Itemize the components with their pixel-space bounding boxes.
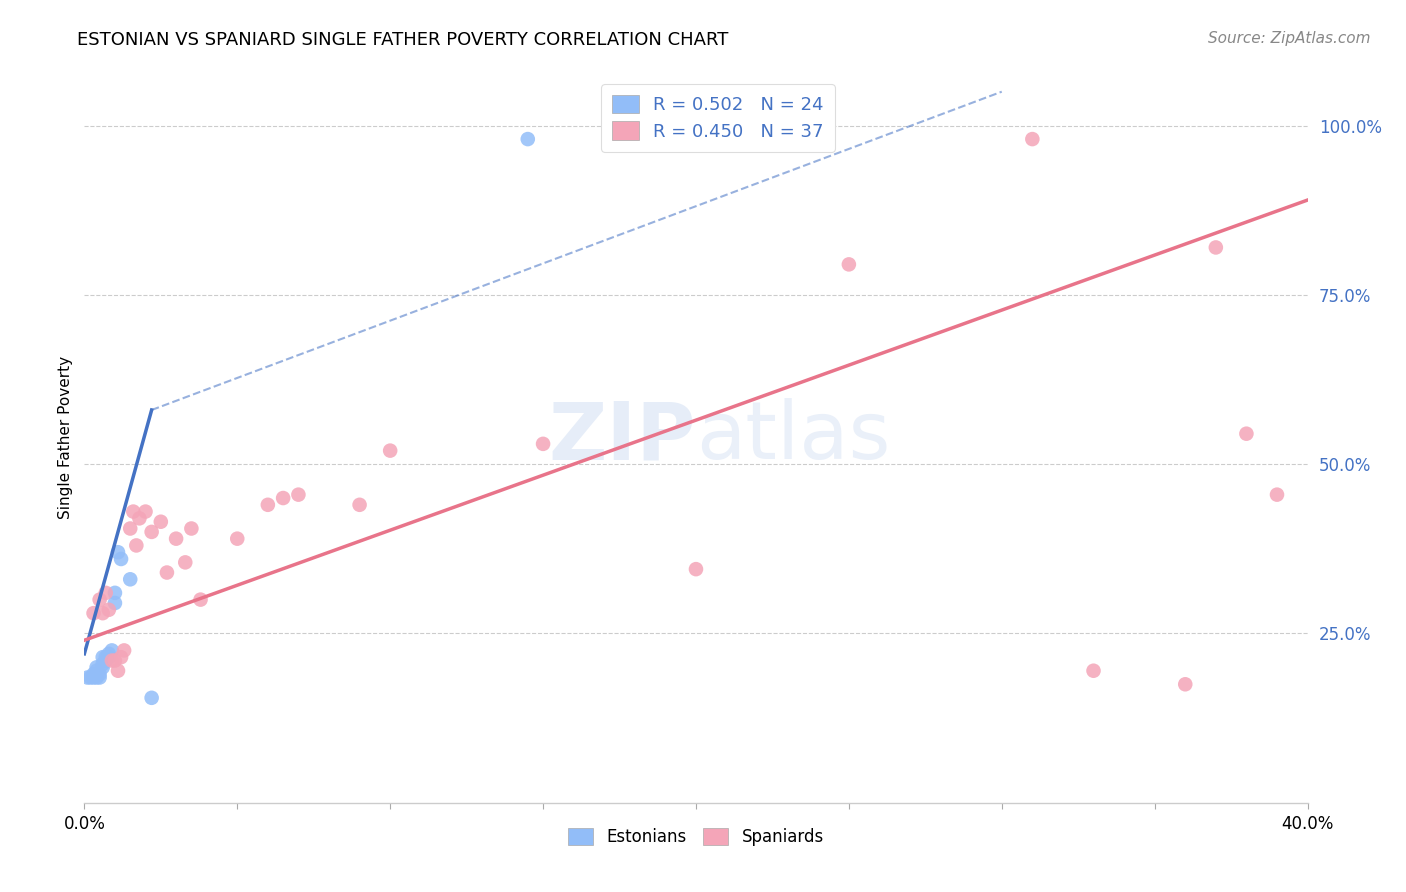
- Text: ZIP: ZIP: [548, 398, 696, 476]
- Point: [112, 643, 135, 657]
- Point: [86, 664, 108, 678]
- Point: [141, 524, 163, 539]
- Text: ESTONIAN VS SPANIARD SINGLE FATHER POVERTY CORRELATION CHART: ESTONIAN VS SPANIARD SINGLE FATHER POVER…: [77, 31, 728, 49]
- Point: [101, 643, 124, 657]
- Point: [76, 671, 98, 685]
- Point: [91, 650, 114, 665]
- Point: [104, 654, 127, 668]
- Point: [104, 596, 127, 610]
- Point: [257, 498, 280, 512]
- Point: [107, 545, 129, 559]
- Point: [685, 562, 707, 576]
- Text: atlas: atlas: [696, 398, 890, 476]
- Point: [94, 650, 117, 665]
- Point: [1021, 132, 1043, 146]
- Point: [86, 660, 108, 674]
- Point: [180, 521, 202, 535]
- Point: [83, 606, 105, 620]
- Point: [94, 586, 117, 600]
- Point: [83, 667, 105, 681]
- Point: [380, 443, 402, 458]
- Point: [174, 555, 197, 569]
- Legend: Estonians, Spaniards: Estonians, Spaniards: [561, 822, 831, 853]
- Point: [531, 437, 554, 451]
- Text: Source: ZipAtlas.com: Source: ZipAtlas.com: [1208, 31, 1371, 46]
- Point: [89, 667, 111, 681]
- Point: [838, 257, 860, 271]
- Point: [1236, 426, 1258, 441]
- Point: [107, 664, 129, 678]
- Point: [91, 606, 114, 620]
- Point: [156, 566, 179, 580]
- Point: [110, 552, 132, 566]
- Point: [120, 521, 142, 535]
- Point: [110, 650, 132, 665]
- Point: [1265, 488, 1288, 502]
- Point: [349, 498, 371, 512]
- Point: [1174, 677, 1197, 691]
- Point: [1083, 664, 1105, 678]
- Point: [122, 505, 145, 519]
- Point: [135, 505, 157, 519]
- Point: [120, 572, 142, 586]
- Point: [89, 592, 111, 607]
- Point: [141, 690, 163, 705]
- Point: [149, 515, 172, 529]
- Point: [89, 671, 111, 685]
- Point: [125, 538, 148, 552]
- Point: [128, 511, 150, 525]
- Point: [86, 671, 108, 685]
- Point: [91, 657, 114, 671]
- Point: [226, 532, 249, 546]
- Point: [190, 592, 212, 607]
- Point: [271, 491, 294, 505]
- Point: [97, 647, 120, 661]
- Y-axis label: Single Father Poverty: Single Father Poverty: [58, 356, 73, 518]
- Point: [97, 650, 120, 665]
- Point: [104, 586, 127, 600]
- Point: [165, 532, 187, 546]
- Point: [83, 671, 105, 685]
- Point: [79, 671, 101, 685]
- Point: [91, 660, 114, 674]
- Point: [1205, 240, 1227, 254]
- Point: [101, 654, 124, 668]
- Point: [94, 654, 117, 668]
- Point: [516, 132, 538, 146]
- Point: [97, 603, 120, 617]
- Point: [287, 488, 309, 502]
